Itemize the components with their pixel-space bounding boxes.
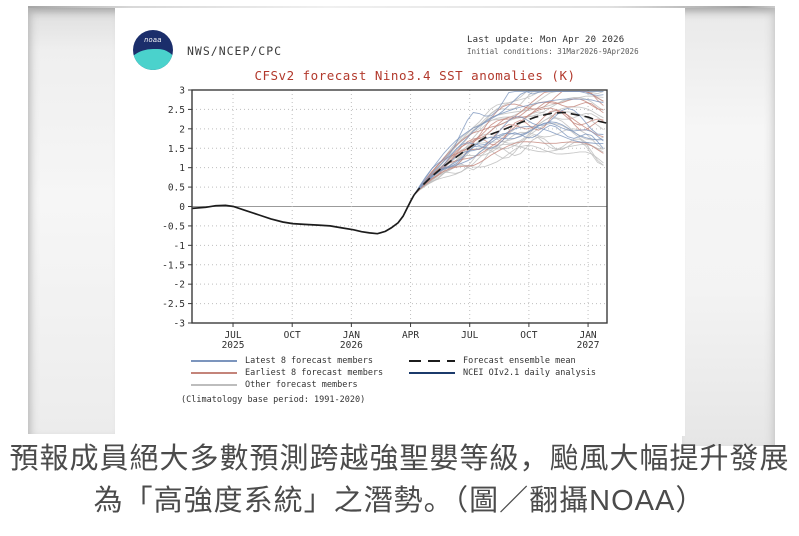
agency-label: NWS/NCEP/CPC <box>187 44 283 58</box>
svg-text:-2.5: -2.5 <box>162 299 185 310</box>
last-update-text: Last update: Mon Apr 20 2026 <box>467 35 625 45</box>
legend-label-latest: Latest 8 forecast members <box>245 356 373 366</box>
noaa-logo-text: noaa <box>144 37 162 44</box>
svg-text:1.5: 1.5 <box>168 144 185 155</box>
svg-text:2025: 2025 <box>222 340 245 351</box>
chart-title: CFSv2 forecast Nino3.4 SST anomalies (K) <box>254 68 576 83</box>
svg-text:2026: 2026 <box>340 340 363 351</box>
legend-line-earliest <box>191 372 237 374</box>
caption-line-1: 預報成員絕大多數預測跨越強聖嬰等級，颱風大幅提升發展 <box>9 443 790 475</box>
legend-item-other: Other forecast members <box>191 379 383 391</box>
legend-item-earliest: Earliest 8 forecast members <box>191 367 383 379</box>
svg-text:-1.5: -1.5 <box>162 260 185 271</box>
noaa-figure: noaa NWS/NCEP/CPC Last update: Mon Apr 2… <box>115 8 685 436</box>
svg-text:JAN: JAN <box>343 330 360 341</box>
svg-text:2.5: 2.5 <box>168 105 185 116</box>
legend-item-latest: Latest 8 forecast members <box>191 355 383 367</box>
svg-text:1: 1 <box>179 163 185 174</box>
legend-item-ensemble-mean: Forecast ensemble mean <box>409 355 596 367</box>
svg-text:-1: -1 <box>174 241 186 252</box>
noaa-logo-icon: noaa <box>133 30 173 70</box>
svg-text:-0.5: -0.5 <box>162 221 185 232</box>
svg-text:0: 0 <box>179 202 185 213</box>
legend-label-earliest: Earliest 8 forecast members <box>245 368 384 378</box>
svg-text:JUL: JUL <box>224 330 241 341</box>
svg-text:0.5: 0.5 <box>168 183 185 194</box>
update-block: Last update: Mon Apr 20 2026 Initial con… <box>467 35 677 56</box>
background-blur-left <box>28 8 116 434</box>
svg-text:JAN: JAN <box>579 330 596 341</box>
svg-text:APR: APR <box>402 330 419 341</box>
legend-item-analysis: NCEI OIv2.1 daily analysis <box>409 367 596 379</box>
legend-line-other <box>191 384 237 386</box>
svg-text:OCT: OCT <box>520 330 537 341</box>
legend-line-ensemble-mean <box>409 360 455 362</box>
legend-line-analysis <box>409 372 455 374</box>
legend-column-members: Latest 8 forecast members Earliest 8 for… <box>191 355 383 391</box>
svg-text:OCT: OCT <box>284 330 301 341</box>
legend-line-latest <box>191 360 237 362</box>
svg-text:2: 2 <box>179 124 185 135</box>
legend-column-analysis: Forecast ensemble mean NCEI OIv2.1 daily… <box>409 355 596 379</box>
svg-text:-2: -2 <box>174 280 185 291</box>
svg-text:2027: 2027 <box>577 340 600 351</box>
background-blur-right <box>682 8 775 446</box>
svg-text:-3: -3 <box>174 319 185 330</box>
svg-text:3: 3 <box>179 86 185 97</box>
enso-forecast-chart: 32.521.510.50-0.5-1-1.5-2-2.5-3JUL2025OC… <box>162 86 608 351</box>
climatology-note: (Climatology base period: 1991-2020) <box>181 395 366 405</box>
photo-caption: 預報成員絕大多數預測跨越強聖嬰等級，颱風大幅提升發展 為「高強度系統」之潛勢。（… <box>0 438 799 522</box>
legend-label-other: Other forecast members <box>245 380 358 390</box>
legend-label-analysis: NCEI OIv2.1 daily analysis <box>463 368 597 378</box>
noaa-logo-wave <box>133 49 173 70</box>
legend-label-ensemble-mean: Forecast ensemble mean <box>463 356 576 366</box>
initial-conditions-text: Initial conditions: 31Mar2026-9Apr2026 <box>467 47 639 56</box>
caption-line-2: 為「高強度系統」之潛勢。（圖／翻攝NOAA） <box>93 485 706 517</box>
svg-text:JUL: JUL <box>461 330 478 341</box>
